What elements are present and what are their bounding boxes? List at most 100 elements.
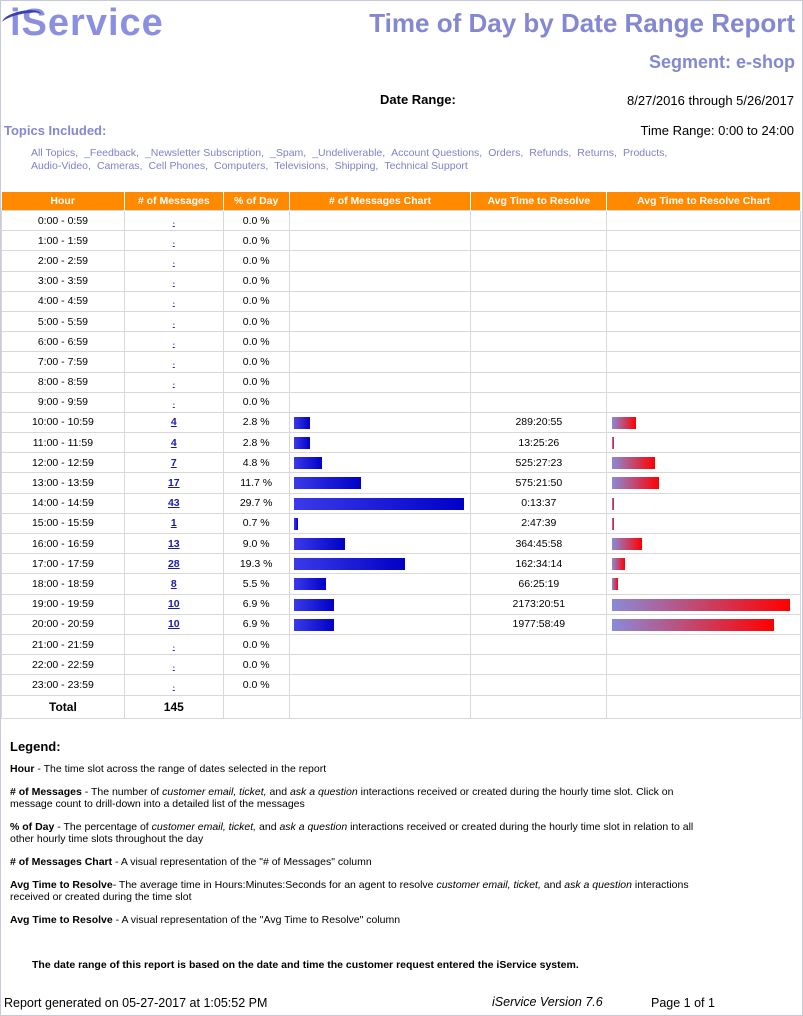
messages-chart-cell — [288, 351, 472, 373]
messages-chart-cell — [288, 310, 472, 333]
resolve-bar — [612, 497, 615, 510]
resolve-chart-cell — [606, 452, 801, 474]
avg-resolve-cell: 2173:20:51 — [470, 593, 608, 615]
topic-item: Refunds, — [529, 147, 572, 159]
message-count-link[interactable]: - — [172, 321, 175, 328]
page-indicator: Page 1 of 1 — [651, 996, 715, 1010]
messages-chart-cell — [288, 452, 472, 474]
messages-cell: 1 — [123, 512, 224, 535]
message-count-link[interactable]: - — [172, 301, 175, 308]
messages-chart-cell — [288, 331, 472, 353]
table-row: 10:00 - 10:59 4 2.8 % 289:20:55 — [1, 411, 801, 434]
message-count-link[interactable]: - — [172, 281, 175, 288]
col-hour: Hour — [1, 192, 125, 211]
message-count-link[interactable]: 17 — [167, 477, 180, 490]
legend-item: Hour - The time slot across the range of… — [10, 763, 710, 775]
messages-chart-cell — [288, 674, 472, 696]
message-count-link[interactable]: - — [172, 684, 175, 691]
messages-chart-cell — [288, 553, 472, 575]
message-count-link[interactable]: 13 — [167, 537, 180, 550]
table-row: 4:00 - 4:59 - 0.0 % — [1, 290, 801, 312]
message-count-link[interactable]: 10 — [167, 598, 180, 611]
messages-cell: - — [123, 310, 224, 333]
percent-cell: 0.0 % — [222, 633, 290, 656]
message-count-link[interactable]: - — [172, 402, 175, 409]
topic-item: Products, — [622, 147, 668, 159]
message-count-link[interactable]: - — [172, 382, 175, 389]
messages-chart-cell — [288, 209, 472, 232]
message-count-link[interactable]: - — [172, 240, 175, 247]
message-count-link[interactable]: 28 — [167, 557, 180, 570]
percent-cell: 29.7 % — [222, 492, 290, 514]
col-percent-of-day: % of Day — [223, 192, 290, 211]
messages-bar — [293, 598, 334, 611]
hour-cell: 20:00 - 20:59 — [1, 613, 125, 635]
legend-item: Avg Time to Resolve- The average time in… — [10, 879, 710, 903]
messages-cell: - — [123, 371, 224, 393]
message-count-link[interactable]: - — [172, 260, 175, 267]
percent-cell: 0.0 % — [222, 391, 290, 413]
messages-chart-cell — [288, 512, 472, 535]
legend-term: Hour — [10, 763, 35, 775]
message-count-link[interactable]: - — [172, 341, 175, 348]
resolve-chart-cell — [606, 613, 801, 635]
message-count-link[interactable]: - — [172, 220, 175, 227]
messages-bar — [293, 457, 322, 470]
table-row: 11:00 - 11:59 4 2.8 % 13:25:26 — [1, 432, 801, 454]
message-count-link[interactable]: 4 — [170, 416, 177, 429]
total-empty-cell — [470, 694, 608, 719]
message-count-link[interactable]: 4 — [170, 436, 177, 449]
date-range-value: 8/27/2016 through 5/26/2017 — [627, 93, 794, 108]
resolve-chart-cell — [606, 472, 801, 494]
percent-cell: 19.3 % — [222, 553, 290, 575]
total-value: 145 — [123, 694, 224, 719]
message-count-link[interactable]: - — [172, 664, 175, 671]
messages-chart-cell — [288, 573, 472, 595]
percent-cell: 0.0 % — [222, 654, 290, 676]
resolve-chart-cell — [606, 432, 801, 454]
messages-cell: - — [123, 250, 224, 272]
message-count-link[interactable]: 10 — [167, 618, 180, 631]
message-count-link[interactable]: 8 — [170, 577, 177, 590]
hour-cell: 18:00 - 18:59 — [1, 573, 125, 595]
segment-label: Segment: e-shop — [648, 52, 795, 72]
total-empty-cell — [606, 694, 801, 719]
date-range-label: Date Range: — [380, 92, 456, 107]
resolve-chart-cell — [606, 290, 801, 312]
message-count-link[interactable]: 1 — [170, 517, 177, 530]
message-count-link[interactable]: 7 — [170, 456, 177, 469]
messages-cell: - — [123, 654, 224, 676]
messages-cell: - — [123, 633, 224, 656]
table-row: 20:00 - 20:59 10 6.9 % 1977:58:49 — [1, 613, 801, 635]
resolve-chart-cell — [606, 512, 801, 535]
message-count-link[interactable]: 43 — [167, 497, 180, 510]
resolve-chart-cell — [606, 411, 801, 434]
avg-resolve-cell — [470, 209, 608, 232]
avg-resolve-cell: 364:45:58 — [470, 532, 608, 555]
message-count-link[interactable]: - — [172, 361, 175, 368]
message-count-link[interactable]: - — [172, 644, 175, 651]
resolve-chart-cell — [606, 331, 801, 353]
messages-chart-cell — [288, 432, 472, 454]
hour-cell: 0:00 - 0:59 — [1, 209, 125, 232]
topic-item: _Spam, — [270, 147, 307, 159]
percent-cell: 0.0 % — [222, 310, 290, 333]
hour-cell: 11:00 - 11:59 — [1, 432, 125, 454]
resolve-chart-cell — [606, 310, 801, 333]
hour-cell: 16:00 - 16:59 — [1, 532, 125, 555]
avg-resolve-cell: 2:47:39 — [470, 512, 608, 535]
legend-term: Avg Time to Resolve — [10, 879, 113, 891]
iservice-logo: iService — [0, 2, 164, 45]
resolve-chart-cell — [606, 674, 801, 696]
messages-bar — [293, 437, 310, 450]
resolve-chart-cell — [606, 230, 801, 252]
topic-item: Account Questions, — [391, 147, 483, 159]
hour-cell: 7:00 - 7:59 — [1, 351, 125, 373]
messages-cell: - — [123, 331, 224, 353]
percent-cell: 6.9 % — [222, 593, 290, 615]
percent-cell: 0.7 % — [222, 512, 290, 535]
avg-resolve-cell — [470, 633, 608, 656]
report-table: Hour # of Messages % of Day # of Message… — [1, 192, 801, 719]
percent-cell: 0.0 % — [222, 371, 290, 393]
hour-cell: 10:00 - 10:59 — [1, 411, 125, 434]
